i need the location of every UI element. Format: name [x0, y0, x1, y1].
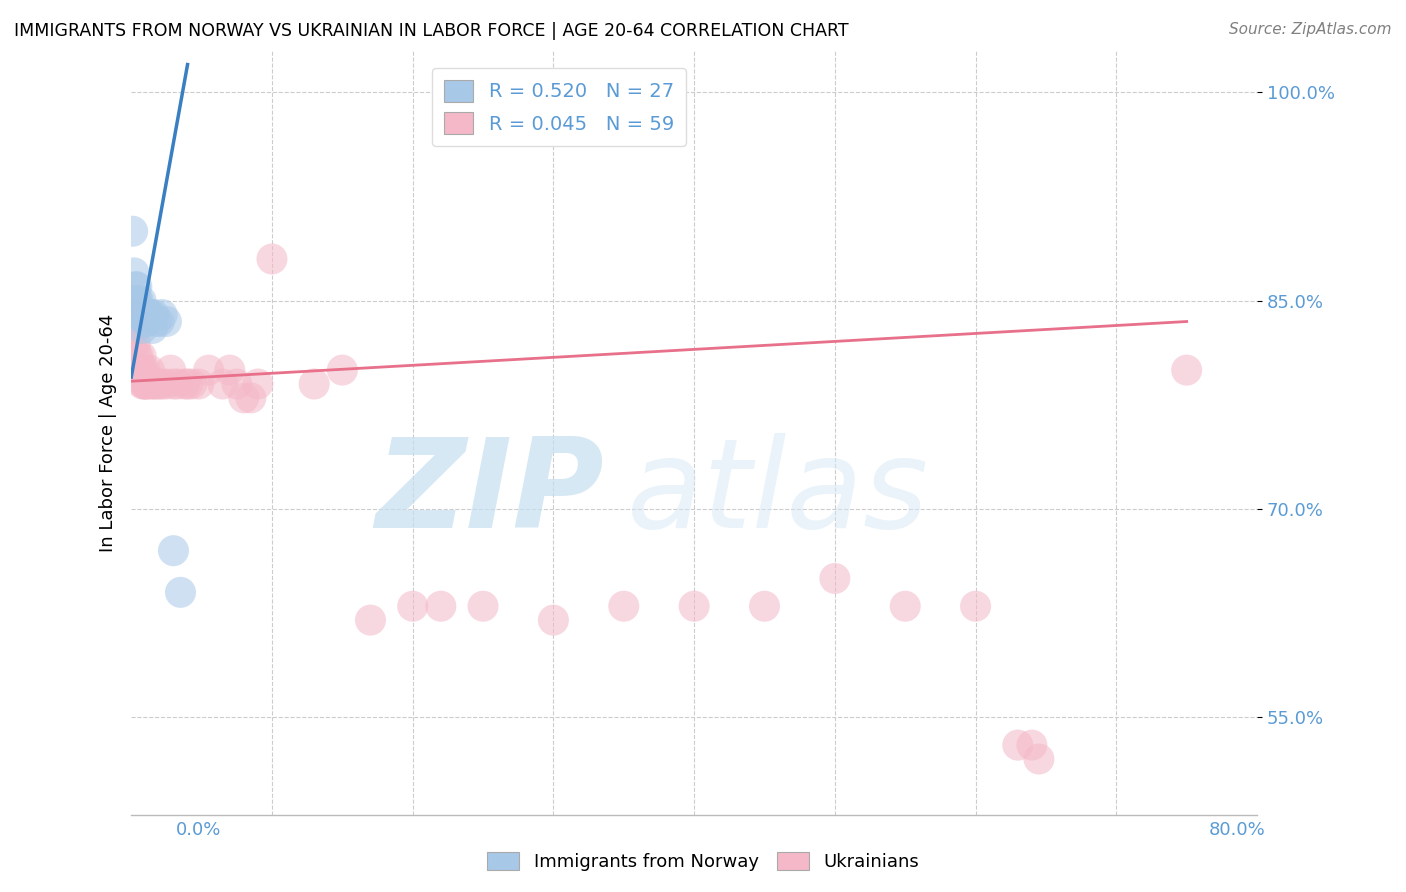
Point — [145, 314, 167, 328]
Point — [543, 613, 565, 627]
Point — [180, 377, 202, 392]
Point — [135, 377, 157, 392]
Point — [138, 308, 160, 322]
Point — [150, 308, 173, 322]
Point — [162, 543, 184, 558]
Point — [1021, 738, 1043, 752]
Point — [129, 363, 152, 377]
Point — [1007, 738, 1029, 752]
Point — [132, 377, 155, 392]
Point — [129, 293, 152, 308]
Point — [122, 266, 145, 280]
Point — [128, 308, 150, 322]
Point — [197, 363, 219, 377]
Point — [129, 349, 152, 363]
Text: Source: ZipAtlas.com: Source: ZipAtlas.com — [1229, 22, 1392, 37]
Point — [683, 599, 706, 614]
Point — [169, 585, 191, 599]
Point — [127, 363, 149, 377]
Point — [155, 314, 177, 328]
Point — [131, 363, 153, 377]
Point — [166, 377, 188, 392]
Point — [127, 308, 149, 322]
Y-axis label: In Labor Force | Age 20-64: In Labor Force | Age 20-64 — [100, 313, 117, 552]
Point — [613, 599, 636, 614]
Point — [122, 308, 145, 322]
Legend: R = 0.520   N = 27, R = 0.045   N = 59: R = 0.520 N = 27, R = 0.045 N = 59 — [433, 68, 686, 146]
Point — [131, 308, 153, 322]
Point — [162, 377, 184, 392]
Point — [754, 599, 776, 614]
Point — [124, 321, 146, 335]
Point — [125, 363, 148, 377]
Point — [142, 308, 165, 322]
Point — [330, 363, 353, 377]
Point — [124, 335, 146, 350]
Point — [139, 308, 162, 322]
Point — [148, 377, 170, 392]
Point — [965, 599, 987, 614]
Point — [302, 377, 325, 392]
Point — [359, 613, 381, 627]
Point — [124, 293, 146, 308]
Point — [134, 363, 156, 377]
Text: IMMIGRANTS FROM NORWAY VS UKRAINIAN IN LABOR FORCE | AGE 20-64 CORRELATION CHART: IMMIGRANTS FROM NORWAY VS UKRAINIAN IN L… — [14, 22, 849, 40]
Point — [402, 599, 425, 614]
Point — [239, 391, 262, 405]
Point — [1028, 752, 1050, 766]
Point — [176, 377, 198, 392]
Point — [131, 377, 153, 392]
Point — [131, 321, 153, 335]
Point — [134, 377, 156, 392]
Point — [134, 314, 156, 328]
Point — [121, 308, 143, 322]
Point — [121, 293, 143, 308]
Point — [150, 377, 173, 392]
Point — [141, 377, 163, 392]
Text: ZIP: ZIP — [375, 434, 605, 554]
Point — [125, 280, 148, 294]
Point — [132, 308, 155, 322]
Point — [894, 599, 917, 614]
Point — [246, 377, 269, 392]
Point — [138, 363, 160, 377]
Point — [232, 391, 254, 405]
Point — [141, 321, 163, 335]
Point — [142, 377, 165, 392]
Legend: Immigrants from Norway, Ukrainians: Immigrants from Norway, Ukrainians — [479, 845, 927, 879]
Text: 0.0%: 0.0% — [176, 821, 221, 838]
Point — [127, 293, 149, 308]
Point — [430, 599, 453, 614]
Point — [211, 377, 233, 392]
Point — [121, 224, 143, 238]
Point — [128, 363, 150, 377]
Point — [125, 293, 148, 308]
Text: atlas: atlas — [627, 434, 929, 554]
Point — [472, 599, 495, 614]
Point — [127, 349, 149, 363]
Point — [218, 363, 240, 377]
Point — [135, 314, 157, 328]
Point — [824, 571, 846, 585]
Point — [125, 308, 148, 322]
Point — [136, 308, 159, 322]
Point — [148, 314, 170, 328]
Point — [225, 377, 247, 392]
Point — [125, 349, 148, 363]
Point — [122, 321, 145, 335]
Point — [136, 377, 159, 392]
Point — [124, 280, 146, 294]
Text: 80.0%: 80.0% — [1209, 821, 1265, 838]
Point — [187, 377, 209, 392]
Point — [155, 377, 177, 392]
Point — [145, 377, 167, 392]
Point — [260, 252, 283, 266]
Point — [1175, 363, 1198, 377]
Point — [159, 363, 181, 377]
Point — [173, 377, 195, 392]
